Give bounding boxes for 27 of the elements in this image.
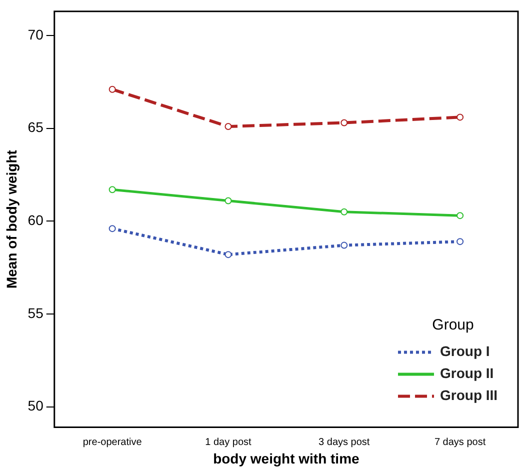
point [224,251,232,258]
x-tick-label: pre-operative [82,436,142,448]
point [456,238,464,246]
point [340,208,348,216]
y-tick-label: 50 [28,398,44,414]
point [224,197,232,204]
x-tick-label: 3 days post [318,436,370,448]
point [108,86,116,93]
y-axis-title: Mean of body weight [3,150,20,289]
legend-label: Group III [440,387,498,404]
x-axis-title: body weight with time [213,450,360,466]
legend-title: Group [432,316,474,334]
x-tick-label: 1 day post [205,436,252,448]
y-tick-label: 55 [28,304,44,321]
point [340,242,348,249]
point [108,186,116,194]
point [108,225,116,232]
legend-label: Group I [440,343,490,360]
point [224,122,232,130]
x-tick-label: 7 days post [434,436,486,448]
y-tick-label: 70 [28,26,44,42]
legend-label: Group II [440,365,494,382]
point [340,119,348,126]
point [456,212,464,220]
y-tick-label: 60 [28,212,44,228]
y-tick-label: 65 [28,119,44,136]
point [456,114,464,121]
